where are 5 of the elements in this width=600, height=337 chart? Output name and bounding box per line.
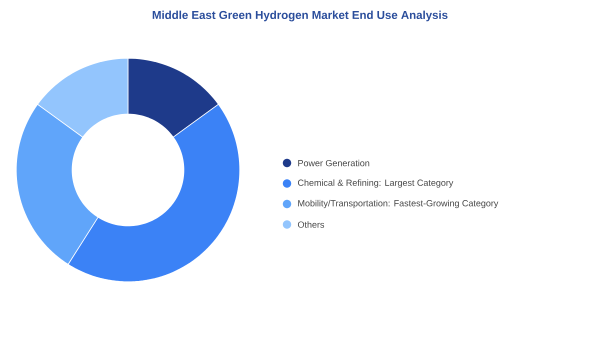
legend-label: Power Generation (298, 160, 370, 166)
legend-label: Others (298, 221, 324, 228)
chart-title: Middle East Green Hydrogen Market End Use Analysis (152, 10, 448, 22)
legend-label: Chemical & Refining: Largest Category (298, 179, 454, 188)
legend-label: Mobility/Transportation: Fastest-Growing Category (298, 200, 498, 208)
